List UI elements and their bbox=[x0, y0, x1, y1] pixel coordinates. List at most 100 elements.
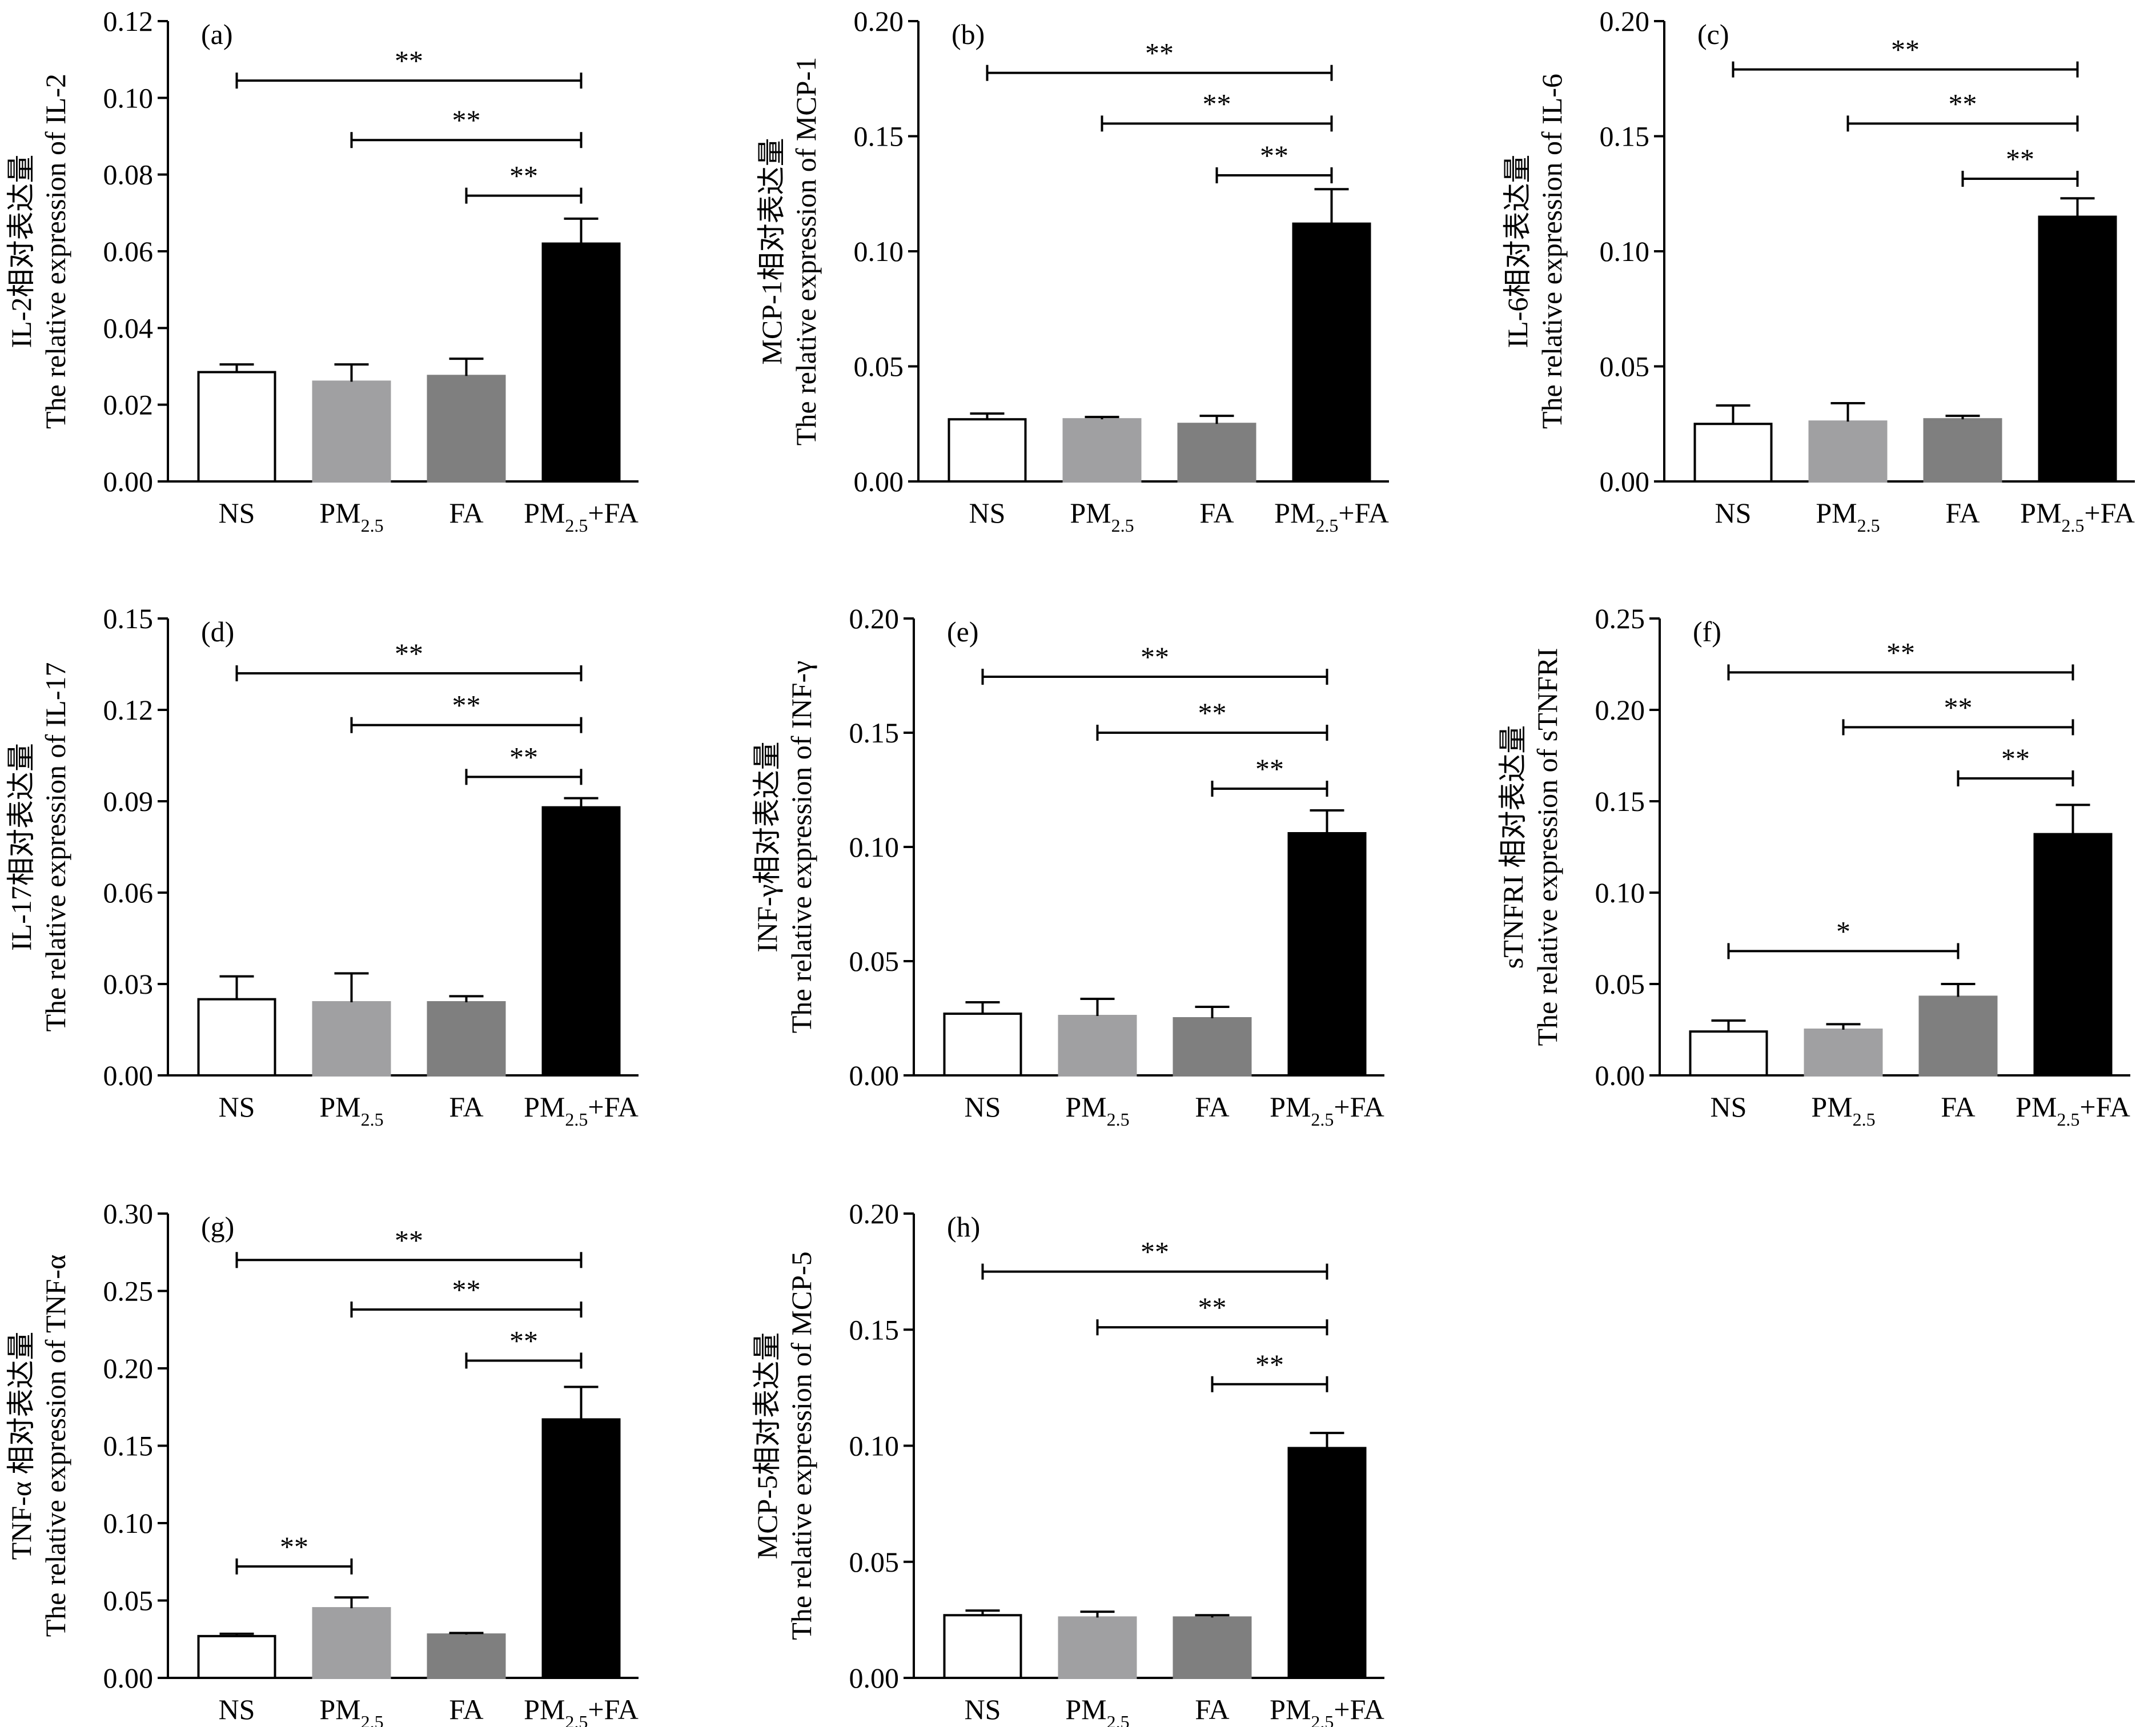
x-tick-label: NS bbox=[965, 1693, 1001, 1725]
x-tick-label: PM2.5+FA bbox=[1270, 1693, 1384, 1727]
bar bbox=[1693, 423, 1773, 483]
x-tick-label: NS bbox=[219, 1091, 255, 1123]
bar bbox=[1918, 995, 1998, 1077]
significance-label: ** bbox=[1198, 697, 1227, 729]
y-tick-label: 0.30 bbox=[103, 1198, 154, 1230]
significance-label: ** bbox=[509, 160, 538, 192]
chart-panel-g: 0.00 0.05 0.10 0.15 0.20 0.25 0.30 (g) TNF-α 相对表… bbox=[5, 1198, 639, 1727]
x-tick-label: NS bbox=[1715, 497, 1752, 529]
significance-label: ** bbox=[1891, 34, 1920, 66]
y-tick-label: 0.20 bbox=[849, 603, 900, 634]
y-tick-label: 0.04 bbox=[103, 312, 154, 344]
y-tick-label: 0.15 bbox=[1595, 785, 1645, 817]
bar bbox=[427, 1633, 506, 1680]
y-tick-label: 0.20 bbox=[1595, 694, 1645, 726]
x-tick-label: FA bbox=[449, 1693, 483, 1725]
chart-panel-c: 0.00 0.05 0.10 0.15 0.20 (c) IL-6相对表达量 The rela… bbox=[1501, 5, 2135, 536]
panel-label: (e) bbox=[947, 616, 979, 648]
panel-label: (a) bbox=[201, 18, 233, 50]
y-tick-label: 0.15 bbox=[1600, 121, 1650, 152]
y-tick-label: 0.20 bbox=[1600, 5, 1650, 37]
bar bbox=[312, 380, 391, 483]
y-tick-label: 0.05 bbox=[1595, 968, 1645, 1000]
x-tick-label: FA bbox=[1945, 497, 1980, 529]
significance-label: ** bbox=[1260, 139, 1288, 171]
significance-label: ** bbox=[452, 1274, 481, 1306]
panel-label: (f) bbox=[1693, 616, 1721, 648]
y-tick-label: 0.15 bbox=[849, 717, 900, 749]
y-axis-label-cn: IL-6相对表达量 bbox=[1501, 155, 1533, 348]
x-tick-label: PM2.5 bbox=[319, 1091, 383, 1130]
significance-label: ** bbox=[1141, 1236, 1169, 1268]
y-tick-label: 0.09 bbox=[103, 785, 154, 817]
bar bbox=[541, 806, 621, 1077]
y-tick-label: 0.05 bbox=[103, 1585, 154, 1617]
significance-label: ** bbox=[2006, 143, 2034, 175]
x-tick-label: FA bbox=[1195, 1091, 1229, 1123]
x-tick-label: PM2.5 bbox=[1065, 1091, 1129, 1130]
y-tick-label: 0.00 bbox=[1600, 465, 1650, 497]
bar bbox=[1173, 1616, 1252, 1680]
panel-label: (h) bbox=[947, 1211, 980, 1243]
y-tick-label: 0.00 bbox=[103, 1059, 154, 1091]
bar bbox=[1287, 1447, 1367, 1679]
y-tick-label: 0.10 bbox=[854, 235, 904, 267]
y-axis-label-en: The relative expression of TNF-α bbox=[39, 1255, 71, 1637]
bar bbox=[197, 998, 276, 1077]
bar bbox=[197, 371, 276, 483]
bar bbox=[1173, 1017, 1252, 1077]
bar bbox=[312, 1001, 391, 1077]
bar bbox=[1808, 420, 1888, 483]
chart-panel-b: 0.00 0.05 0.10 0.15 0.20 (b) MCP-1相对表达量 The rel… bbox=[756, 5, 1389, 536]
significance-label: * bbox=[1836, 915, 1850, 947]
significance-label: ** bbox=[395, 45, 423, 77]
y-tick-label: 0.03 bbox=[103, 968, 154, 1000]
y-tick-label: 0.05 bbox=[849, 945, 900, 977]
y-tick-label: 0.12 bbox=[103, 694, 154, 726]
significance-label: ** bbox=[452, 689, 481, 721]
significance-label: ** bbox=[1141, 641, 1169, 673]
y-tick-label: 0.10 bbox=[849, 1430, 900, 1462]
bar bbox=[1177, 423, 1256, 483]
y-axis-label-en: The relative expression of MCP-1 bbox=[790, 57, 822, 445]
significance-label: ** bbox=[1949, 87, 1977, 119]
y-tick-label: 0.15 bbox=[849, 1314, 900, 1346]
y-tick-label: 0.10 bbox=[1595, 877, 1645, 909]
significance-label: ** bbox=[1198, 1291, 1227, 1323]
y-axis-label-cn: IL-2相对表达量 bbox=[5, 155, 37, 348]
y-tick-label: 0.20 bbox=[103, 1352, 154, 1384]
bar bbox=[1804, 1029, 1883, 1077]
x-tick-label: PM2.5+FA bbox=[2016, 1091, 2130, 1130]
y-tick-label: 0.02 bbox=[103, 389, 154, 421]
significance-label: ** bbox=[2001, 742, 2030, 774]
x-tick-label: NS bbox=[219, 497, 255, 529]
y-tick-label: 0.15 bbox=[854, 121, 904, 152]
y-tick-label: 0.06 bbox=[103, 877, 154, 909]
x-tick-label: FA bbox=[1195, 1693, 1229, 1725]
bar bbox=[947, 418, 1027, 483]
y-axis-label-en: The relative expression of MCP-5 bbox=[785, 1251, 817, 1640]
bar bbox=[1292, 222, 1371, 483]
bar bbox=[1689, 1030, 1768, 1077]
x-tick-label: PM2.5+FA bbox=[524, 497, 639, 536]
x-tick-label: FA bbox=[1199, 497, 1234, 529]
y-axis-label-en: The relative expression of sTNFRI bbox=[1531, 648, 1563, 1046]
chart-panel-a: 0.00 0.02 0.04 0.06 0.08 0.10 0.12 (a) IL-2相对表达量… bbox=[5, 5, 639, 536]
significance-label: ** bbox=[395, 637, 423, 669]
x-tick-label: FA bbox=[449, 1091, 483, 1123]
y-axis-label-cn: INF-γ相对表达量 bbox=[751, 741, 783, 952]
bar bbox=[427, 1001, 506, 1077]
y-tick-label: 0.00 bbox=[103, 465, 154, 497]
y-axis-label-en: The relative expression of IL-2 bbox=[39, 74, 71, 429]
x-tick-label: PM2.5+FA bbox=[1270, 1091, 1384, 1130]
bar bbox=[312, 1607, 391, 1680]
y-axis-label-en: The relative expression of INF-γ bbox=[785, 661, 817, 1033]
bar bbox=[541, 1418, 621, 1679]
x-tick-label: NS bbox=[1711, 1091, 1747, 1123]
x-tick-label: PM2.5 bbox=[319, 497, 383, 536]
y-tick-label: 0.00 bbox=[1595, 1059, 1645, 1091]
y-tick-label: 0.20 bbox=[849, 1198, 900, 1230]
y-tick-label: 0.20 bbox=[854, 5, 904, 37]
bar bbox=[1062, 418, 1142, 483]
x-tick-label: PM2.5+FA bbox=[524, 1693, 639, 1727]
